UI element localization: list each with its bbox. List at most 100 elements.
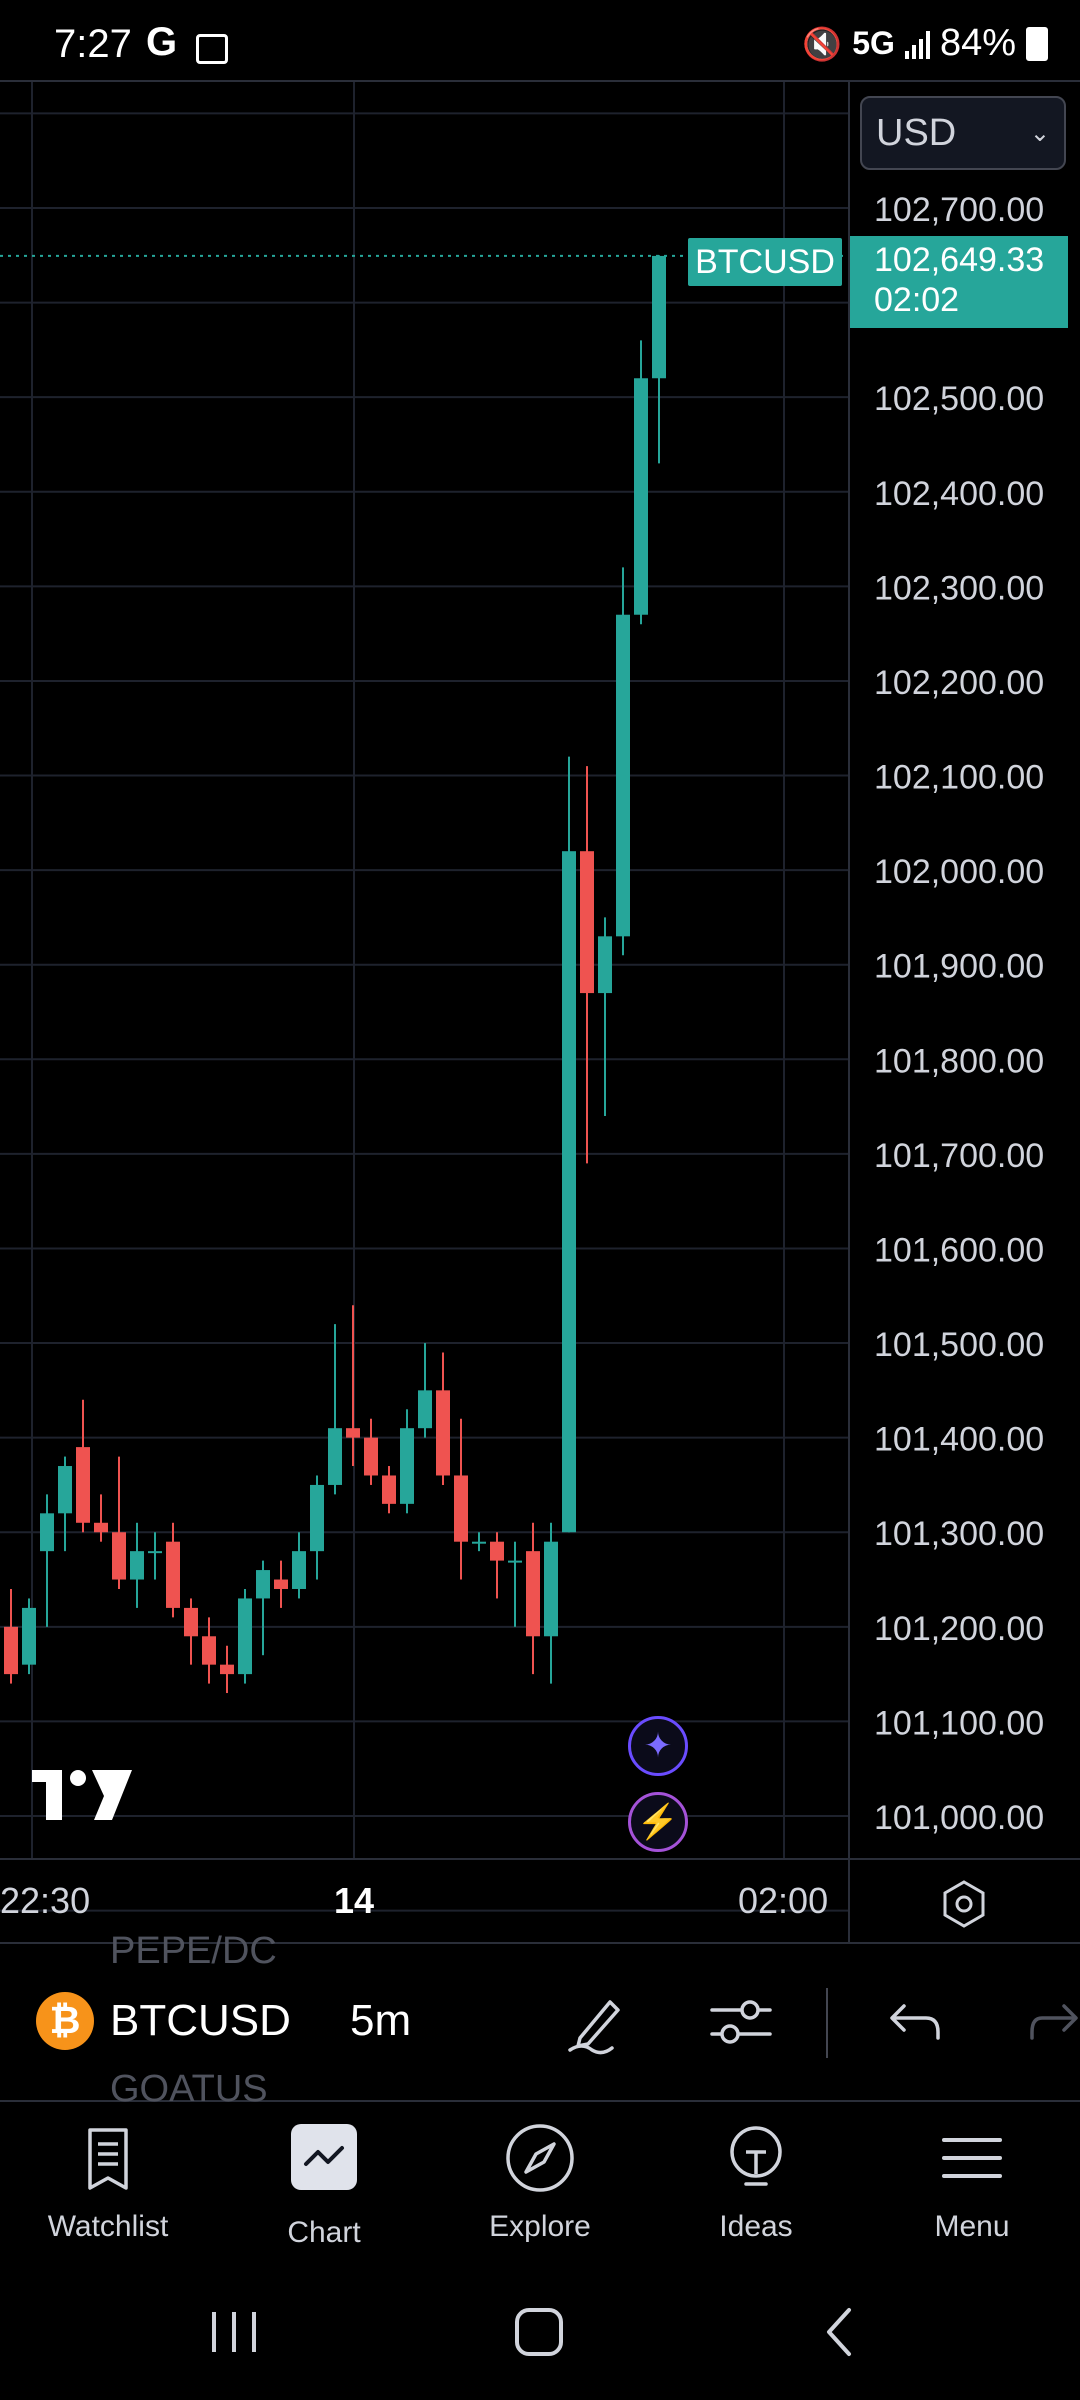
candle — [652, 255, 666, 464]
candle-body — [256, 1570, 270, 1599]
candle — [400, 1409, 414, 1514]
candle-body — [202, 1636, 216, 1665]
symbol-picker-next[interactable]: GOATUS — [110, 2068, 268, 2102]
currency-value: USD — [876, 111, 957, 154]
candle-body — [94, 1522, 108, 1533]
top-divider — [0, 80, 1080, 82]
back-icon[interactable] — [805, 2302, 875, 2362]
undo-icon[interactable] — [876, 1988, 946, 2058]
indicators-icon[interactable] — [706, 1988, 776, 2058]
status-bar: 7:27 G 🔇 5G 84% — [0, 0, 1080, 82]
nav-chart[interactable]: Chart — [224, 2118, 424, 2250]
last-price-tag: 102,649.33 02:02 — [850, 236, 1068, 328]
time-tick: 02:00 — [738, 1880, 829, 1921]
candle-body — [508, 1560, 522, 1563]
candle-body — [238, 1598, 252, 1675]
candle-body — [112, 1532, 126, 1580]
candle — [76, 1399, 90, 1533]
candle-body — [652, 255, 666, 379]
currency-select[interactable]: USD ⌄ — [860, 96, 1066, 170]
candle — [58, 1456, 72, 1552]
candle — [292, 1532, 306, 1599]
nav-label: Menu — [934, 2210, 1010, 2243]
candle-body — [418, 1390, 432, 1429]
candle — [634, 340, 648, 625]
candle-body — [472, 1541, 486, 1544]
chart-settings-icon[interactable] — [938, 1878, 990, 1930]
candle-body — [364, 1437, 378, 1476]
menu-icon — [942, 2138, 1002, 2178]
candle-body — [274, 1579, 288, 1589]
battery-percent: 84% — [939, 22, 1016, 64]
price-axis-divider — [848, 82, 850, 1942]
price-tick-label: 102,100.00 — [874, 759, 1044, 797]
candle — [4, 1588, 18, 1684]
gallery-icon — [196, 34, 228, 64]
nav-watchlist[interactable]: Watchlist — [8, 2118, 208, 2244]
nav-menu[interactable]: Menu — [872, 2118, 1072, 2244]
candle-body — [436, 1390, 450, 1476]
symbol-picker-prev[interactable]: PEPE/DC — [110, 1930, 277, 1970]
interval-selector[interactable]: 5m — [350, 1996, 412, 2045]
candle — [418, 1343, 432, 1438]
price-tick-label: 102,400.00 — [874, 475, 1044, 513]
drawing-tools-icon[interactable] — [562, 1988, 632, 2058]
candle — [508, 1541, 522, 1627]
bitcoin-icon[interactable]: ₿ — [36, 1992, 94, 2050]
candle — [436, 1352, 450, 1485]
mute-icon: 🔇 — [802, 25, 843, 62]
price-tick-label: 101,500.00 — [874, 1326, 1044, 1364]
candle — [544, 1522, 558, 1684]
status-time: 7:27 — [54, 22, 132, 66]
candle-body — [76, 1447, 90, 1523]
nav-label: Ideas — [719, 2210, 793, 2243]
nav-ideas[interactable]: Ideas — [656, 2118, 856, 2244]
quick-actions-button[interactable]: ⚡ — [628, 1792, 688, 1852]
candle-body — [148, 1551, 162, 1554]
candle — [130, 1522, 144, 1608]
candle-body — [616, 614, 630, 937]
symbol-selector[interactable]: BTCUSD — [110, 1996, 291, 2045]
network-type: 5G — [852, 25, 895, 61]
candle — [22, 1598, 36, 1675]
home-icon[interactable] — [505, 2302, 575, 2362]
sparkle-icon: ✦ — [643, 1727, 673, 1765]
price-tick-label: 101,900.00 — [874, 948, 1044, 986]
price-tick-label: 102,300.00 — [874, 569, 1044, 607]
price-chart[interactable]: 102,700.00 102,500.00 102,400.00 102,300.00… — [0, 82, 1080, 1942]
bottom-nav — [0, 2102, 1080, 2262]
last-price-value: 102,649.33 — [874, 241, 1045, 279]
candle — [490, 1532, 504, 1599]
candle-body — [346, 1428, 360, 1438]
candle-body — [130, 1551, 144, 1580]
candle — [382, 1466, 396, 1514]
chart-toolbar — [0, 1942, 1080, 2102]
redo-icon[interactable] — [1030, 1988, 1080, 2058]
candle — [346, 1305, 360, 1467]
recent-apps-icon[interactable] — [200, 2302, 270, 2362]
status-right: 🔇 5G 84% — [802, 22, 1048, 65]
candle-body — [526, 1551, 540, 1637]
chart-icon — [291, 2124, 357, 2190]
candle — [310, 1475, 324, 1580]
candle — [184, 1598, 198, 1665]
tradingview-logo-icon[interactable] — [32, 1766, 132, 1836]
candle — [220, 1645, 234, 1694]
nav-explore[interactable]: Explore — [440, 2118, 640, 2244]
ai-assistant-button[interactable]: ✦ — [628, 1716, 688, 1776]
candle-body — [598, 936, 612, 994]
candle-body — [562, 851, 576, 1533]
price-tick-label: 101,300.00 — [874, 1515, 1044, 1553]
candle-body — [544, 1541, 558, 1637]
candle-body — [382, 1475, 396, 1504]
system-nav-bar — [0, 2262, 1080, 2400]
candle-body — [22, 1607, 36, 1665]
candle-body — [184, 1607, 198, 1637]
candle-body — [454, 1475, 468, 1542]
price-tick-label: 101,600.00 — [874, 1231, 1044, 1269]
candle-body — [310, 1484, 324, 1552]
candle — [364, 1418, 378, 1485]
candle — [472, 1532, 486, 1552]
candle — [616, 567, 630, 956]
candle — [94, 1494, 108, 1542]
